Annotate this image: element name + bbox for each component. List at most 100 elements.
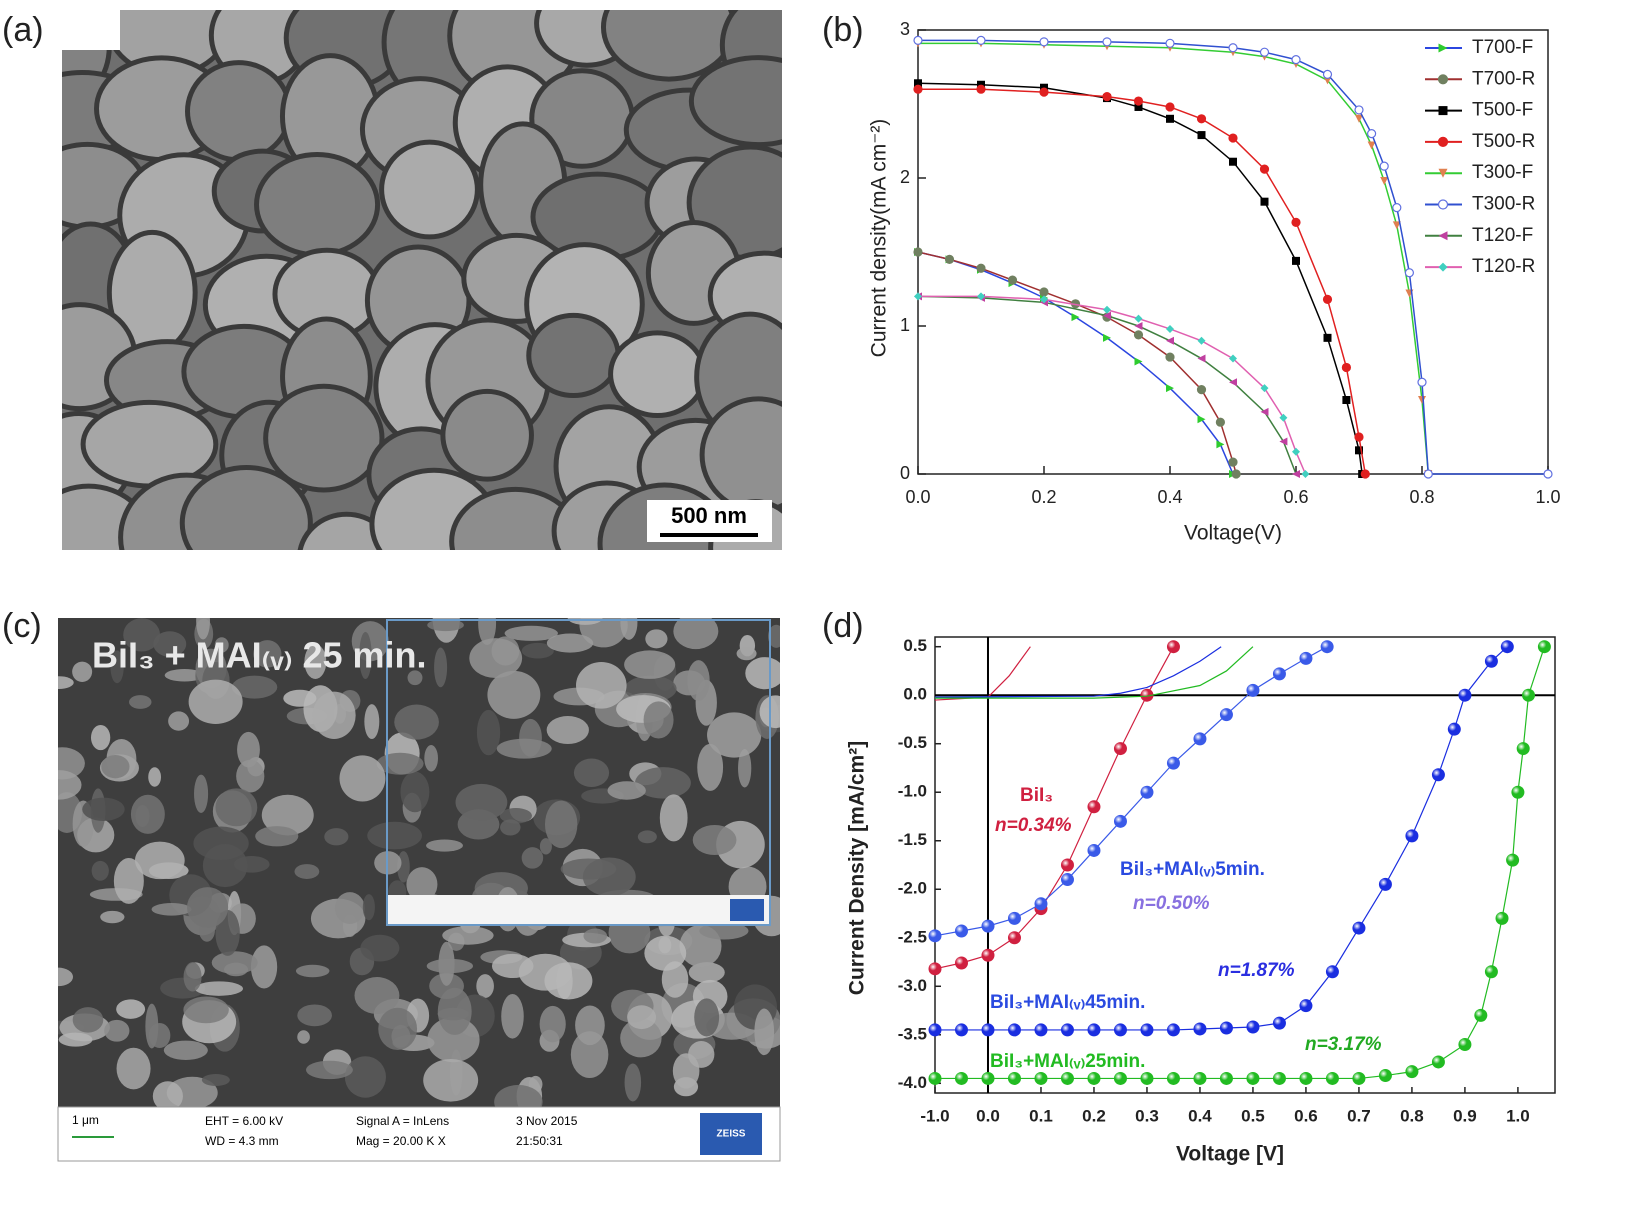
data-point [1474,1008,1488,1022]
data-point [1431,1055,1445,1069]
grain [427,619,464,632]
info-bar [57,1106,781,1162]
grain [494,1084,543,1108]
grain [129,695,152,709]
plot-frame [917,29,1549,475]
grain [687,660,710,702]
data-point [1447,722,1461,736]
series-line [918,39,1548,475]
series-line [934,646,1328,937]
grain [185,60,293,163]
info-text: Signal A = InLens [356,1114,449,1128]
data-point [1322,69,1333,80]
data-point [1087,843,1101,857]
grain [263,383,385,493]
data-point [1325,1071,1339,1085]
data-point [1219,1021,1233,1035]
grain [504,625,558,641]
grain [214,637,229,653]
grain [295,964,330,978]
data-point [1007,1071,1021,1085]
legend-label: T700-F [1472,37,1533,58]
data-point [1196,385,1207,395]
info-text: 21:50:31 [516,1134,563,1148]
data-point [1405,1065,1419,1079]
legend-marker [1438,262,1448,272]
grain [151,903,192,916]
data-point [1034,1023,1048,1037]
data-point [1352,921,1366,935]
data-point [1292,470,1300,478]
info-text: 3 Nov 2015 [516,1114,578,1128]
data-point [1322,294,1333,304]
series-line [917,82,1363,475]
grain [476,709,501,756]
grain [759,695,780,729]
grain [573,758,610,788]
y-tick-label: -3.5 [898,1024,927,1043]
grain [312,691,356,739]
annotation: BiI₃+MAI₍ᵥ₎25min. [990,1051,1145,1072]
grain [362,894,375,921]
grain [491,953,534,979]
data-point [1113,1071,1127,1085]
grain [620,1018,662,1058]
annotation: BiI₃+MAI₍ᵥ₎5min. [1120,859,1265,880]
x-axis-label: Voltage(V) [1184,522,1282,545]
grain [116,1047,151,1090]
grain [426,958,474,974]
data-point [1165,102,1175,112]
grain [152,1081,183,1108]
data-point [1102,91,1112,102]
grain [236,759,265,793]
data-point [1320,640,1334,654]
data-point [1367,141,1376,150]
y-tick-label: -2.5 [898,927,927,946]
grain [360,934,400,962]
data-point [1301,470,1310,478]
data-point [1134,314,1143,323]
grain [424,744,438,772]
grain [575,1005,605,1046]
info-text: 1 μm [72,1113,99,1127]
data-point [1219,1071,1233,1085]
data-point [1291,217,1301,227]
grain [194,774,209,813]
scale-label: 500 nm [671,503,747,528]
grain [455,783,508,821]
data-point [1291,54,1301,65]
data-point [1134,102,1143,111]
grain [250,945,278,989]
data-point [1500,640,1514,654]
grain [699,922,749,940]
grain [58,770,82,800]
data-point [1134,357,1143,366]
grain [153,631,187,657]
brand-text: ZEISS [717,1129,746,1140]
data-point [1543,469,1553,479]
legend-label: T120-F [1472,225,1533,246]
grain [354,977,400,1014]
grain [440,388,534,482]
x-tick-label: 0.6 [1294,1106,1318,1125]
grain [334,892,365,925]
legend-label: T120-R [1472,256,1535,277]
grain [673,618,719,650]
grain [183,962,202,992]
data-point [1060,1071,1074,1085]
y-tick-label: -0.5 [898,733,927,752]
grain [544,962,593,1000]
data-point [1246,683,1260,697]
grain [367,821,422,850]
data-point [1246,1020,1260,1034]
grain [344,1056,386,1098]
data-point [1379,161,1389,171]
data-point [1506,853,1520,867]
legend-marker [1437,136,1449,147]
grain [736,646,757,661]
grain [635,767,691,799]
data-point [1378,1069,1392,1083]
data-point [1197,131,1206,140]
data-point [1165,38,1175,48]
grain [400,771,430,813]
